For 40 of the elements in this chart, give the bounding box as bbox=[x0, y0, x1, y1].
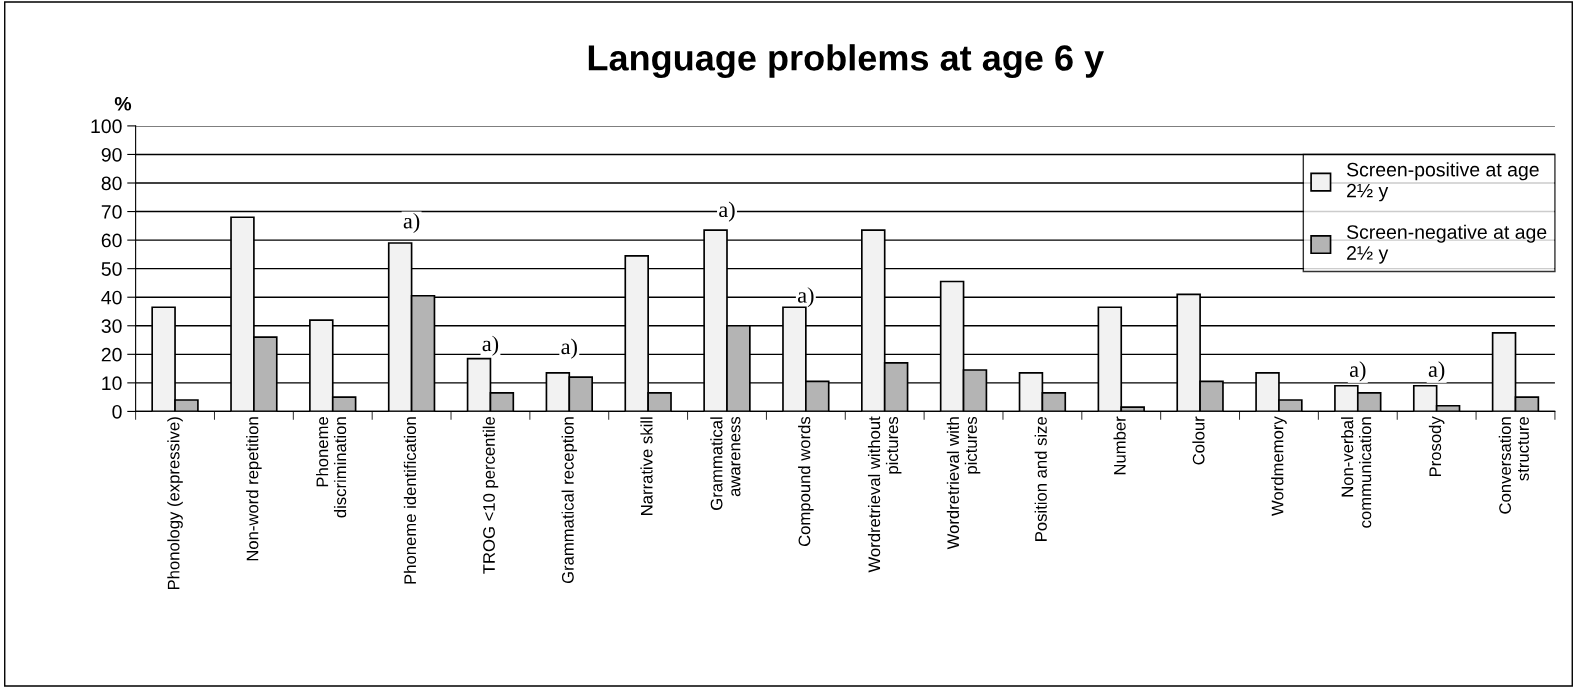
y-axis-title: % bbox=[114, 96, 132, 111]
x-tick-label: Conversation structure bbox=[1498, 417, 1529, 514]
y-tick-label: 40 bbox=[101, 290, 122, 305]
y-tick-label: 30 bbox=[101, 319, 122, 334]
x-tick-label: Phoneme identification bbox=[403, 417, 417, 584]
annotation: a) bbox=[798, 287, 814, 308]
x-tick-label: Colour bbox=[1192, 416, 1205, 465]
annotation: a) bbox=[403, 212, 420, 234]
y-tick-label: 80 bbox=[101, 176, 122, 191]
x-tick-label: Phonology (expressive) bbox=[167, 417, 183, 590]
x-tick-label: Non-verbal communication bbox=[1341, 417, 1372, 528]
annotation: a) bbox=[1428, 361, 1445, 382]
x-tick-label: Prosody bbox=[1428, 416, 1445, 477]
y-tick-label: 20 bbox=[101, 347, 122, 362]
x-tick-label: TROG <10 percentile bbox=[482, 417, 499, 574]
y-tick-label: 90 bbox=[101, 147, 122, 162]
x-tick-label: Grammatical awareness bbox=[710, 416, 741, 510]
annotation: a) bbox=[1349, 361, 1366, 382]
y-tick-label: 70 bbox=[101, 205, 122, 219]
x-tick-label: Wordretrieval without pictures bbox=[867, 416, 902, 573]
x-tick-label: Position and size bbox=[1034, 417, 1047, 541]
y-tick-label: 0 bbox=[112, 404, 122, 419]
x-tick-label: Non-word repetition bbox=[246, 417, 262, 561]
x-tick-label: Wordretrieval with pictures bbox=[946, 416, 981, 550]
y-tick-label: 10 bbox=[102, 376, 122, 391]
annotation: a) bbox=[561, 338, 577, 359]
x-tick-label: Wordmemory bbox=[1271, 416, 1287, 516]
x-tick-label: Grammatical reception bbox=[561, 417, 578, 584]
annotation: a) bbox=[719, 201, 735, 222]
y-tick-label: 100 bbox=[91, 119, 122, 134]
chart-title: Language problems at age 6 y bbox=[588, 44, 1104, 78]
x-tick-label: Number bbox=[1113, 416, 1126, 475]
y-tick-label: 50 bbox=[101, 262, 122, 276]
x-tick-label: Compound words bbox=[798, 416, 814, 547]
annotation: a) bbox=[482, 335, 499, 356]
y-tick-label: 60 bbox=[101, 233, 122, 248]
x-tick-label: Phoneme discrimination bbox=[316, 417, 347, 518]
legend-label: Screen-positive at age 2½ y bbox=[1346, 162, 1539, 202]
x-tick-label: Narrative skill bbox=[640, 417, 653, 515]
legend-label: Screen-negative at age 2½ y bbox=[1346, 224, 1547, 264]
